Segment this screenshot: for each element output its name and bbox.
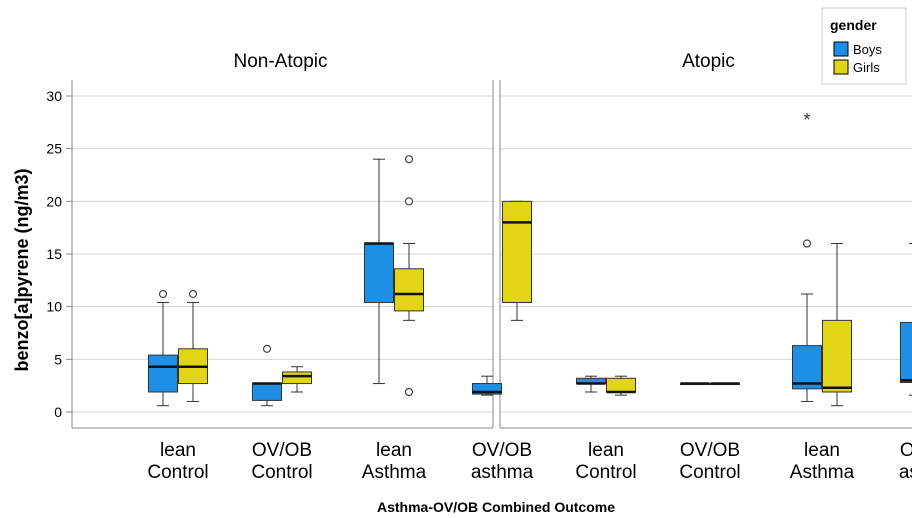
box-girls <box>606 377 636 393</box>
outlier-point <box>262 344 272 353</box>
category-label-line1: lean <box>376 440 412 461</box>
box-girls <box>282 371 312 385</box>
legend-swatch-boys <box>833 41 849 57</box>
category-label-line1: OV/OB <box>680 440 740 461</box>
box-boys <box>252 383 282 401</box>
outlier-point <box>404 387 414 397</box>
box-boys <box>900 321 912 384</box>
category-label-line2: asthma <box>899 462 912 483</box>
labels: Non-AtopicleanControlOV/OBControlleanAst… <box>46 51 912 483</box>
panel-frames <box>66 80 912 429</box>
category-label-line1: OV/OB <box>472 440 532 461</box>
box-girls <box>394 268 424 312</box>
y-tick-label: 20 <box>46 193 62 209</box>
box-boys <box>472 383 502 395</box>
category-label-line2: Asthma <box>362 462 427 483</box>
box-boys <box>148 354 178 393</box>
y-tick-label: 15 <box>46 246 62 262</box>
category-label-line1: OV/OB <box>900 440 912 461</box>
category-label-line1: OV/OB <box>252 440 312 461</box>
y-axis-title: benzo[a]pyrene (ng/m3) <box>12 168 32 371</box>
outlier-point <box>188 289 198 299</box>
category-label-line2: Control <box>251 462 312 483</box>
legend-label-girls: Girls <box>853 60 880 75</box>
y-tick-label: 30 <box>46 88 62 104</box>
outlier-point <box>158 289 168 299</box>
category-label-line2: asthma <box>471 462 534 483</box>
y-tick-label: 0 <box>54 404 62 420</box>
outlier-point <box>404 155 414 164</box>
x-axis-title: Asthma-OV/OB Combined Outcome <box>377 499 615 515</box>
panel-title: Atopic <box>682 51 735 72</box>
legend-label-boys: Boys <box>853 42 882 57</box>
category-label-line1: lean <box>804 440 840 461</box>
category-label-line1: lean <box>588 440 624 461</box>
box-girls <box>822 319 852 393</box>
legend: gender Boys Girls <box>821 7 907 85</box>
category-label-line2: Asthma <box>790 462 855 483</box>
box-marks: * <box>148 110 912 407</box>
panel-title: Non-Atopic <box>234 51 328 72</box>
category-label-line2: Control <box>679 462 740 483</box>
outlier-point <box>404 197 414 206</box>
category-label-line1: lean <box>160 440 196 461</box>
outlier-point <box>802 239 812 248</box>
legend-title: gender <box>830 17 877 33</box>
extreme-point: * <box>803 110 810 130</box>
category-label-line2: Control <box>575 462 636 483</box>
y-tick-label: 25 <box>46 141 62 157</box>
grid-lines <box>72 95 912 413</box>
y-tick-label: 10 <box>46 299 62 315</box>
category-label-line2: Control <box>147 462 208 483</box>
y-tick-label: 5 <box>54 351 62 367</box>
box-boys <box>364 242 394 303</box>
box-boys <box>792 345 822 390</box>
legend-swatch-girls <box>833 59 849 75</box>
box-girls <box>502 200 532 303</box>
